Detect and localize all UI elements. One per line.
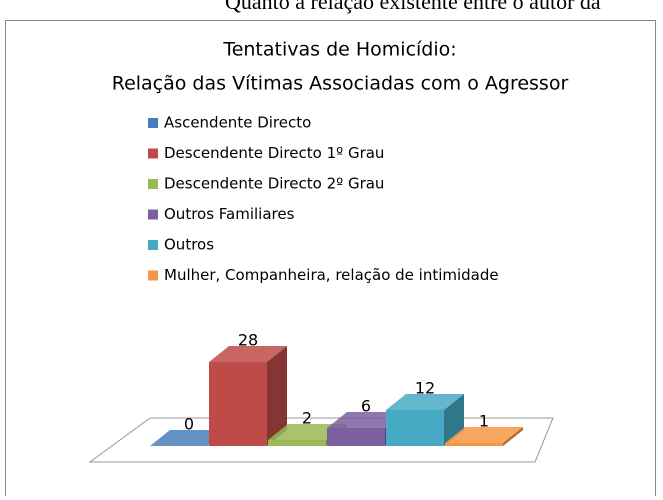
value-label: 0: [184, 415, 194, 434]
legend-swatch: [148, 240, 158, 250]
legend-label: Outros: [164, 236, 214, 254]
bar-front: [327, 428, 385, 446]
legend-label: Ascendente Directo: [164, 114, 311, 132]
caption: Quanto à relação existente entre o autor…: [225, 0, 601, 14]
value-label: 12: [415, 379, 435, 398]
bar-front: [268, 440, 326, 446]
legend-label: Mulher, Companheira, relação de intimida…: [164, 266, 499, 284]
legend-swatch: [148, 179, 158, 189]
legend-label: Outros Familiares: [164, 205, 295, 223]
legend-label: Descendente Directo 1º Grau: [164, 144, 384, 162]
legend-swatch: [148, 118, 158, 128]
legend-label: Descendente Directo 2º Grau: [164, 175, 384, 193]
legend-swatch: [148, 210, 158, 220]
bar-front: [386, 410, 444, 446]
value-label: 28: [238, 331, 258, 350]
chart-title: Relação das Vítimas Associadas com o Agr…: [112, 73, 569, 95]
value-label: 6: [361, 397, 371, 416]
chart-title: Tentativas de Homicídio:: [222, 39, 456, 61]
bar-front: [209, 362, 267, 446]
value-label: 1: [479, 412, 489, 431]
value-label: 2: [302, 409, 312, 428]
bar-front: [445, 443, 503, 446]
legend-swatch: [148, 271, 158, 281]
legend-swatch: [148, 149, 158, 159]
